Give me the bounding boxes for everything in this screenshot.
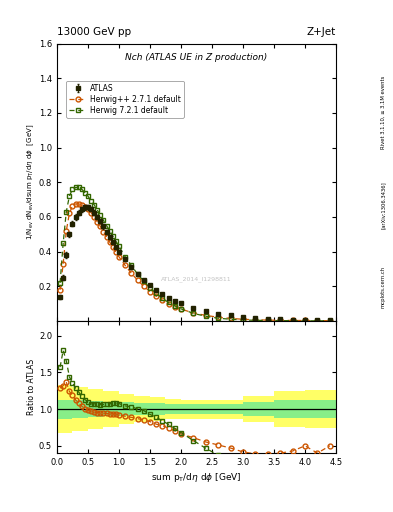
Text: Nch (ATLAS UE in Z production): Nch (ATLAS UE in Z production) (125, 53, 268, 62)
Text: Rivet 3.1.10, ≥ 3.1M events: Rivet 3.1.10, ≥ 3.1M events (381, 76, 386, 150)
Y-axis label: Ratio to ATLAS: Ratio to ATLAS (27, 359, 36, 415)
Text: [arXiv:1306.3436]: [arXiv:1306.3436] (381, 181, 386, 229)
Text: mcplots.cern.ch: mcplots.cern.ch (381, 266, 386, 308)
X-axis label: sum p$_{\mathregular{T}}$/d$\eta$ d$\phi$ [GeV]: sum p$_{\mathregular{T}}$/d$\eta$ d$\phi… (151, 471, 242, 484)
Text: Z+Jet: Z+Jet (307, 27, 336, 37)
Legend: ATLAS, Herwig++ 2.7.1 default, Herwig 7.2.1 default: ATLAS, Herwig++ 2.7.1 default, Herwig 7.… (66, 80, 184, 118)
Y-axis label: 1/N$_{\mathregular{ev}}$ dN$_{\mathregular{ev}}$/dsum p$_{\mathregular{T}}$/d$\e: 1/N$_{\mathregular{ev}}$ dN$_{\mathregul… (26, 124, 36, 241)
Text: 13000 GeV pp: 13000 GeV pp (57, 27, 131, 37)
Text: ATLAS_2014_I1298811: ATLAS_2014_I1298811 (161, 276, 232, 282)
